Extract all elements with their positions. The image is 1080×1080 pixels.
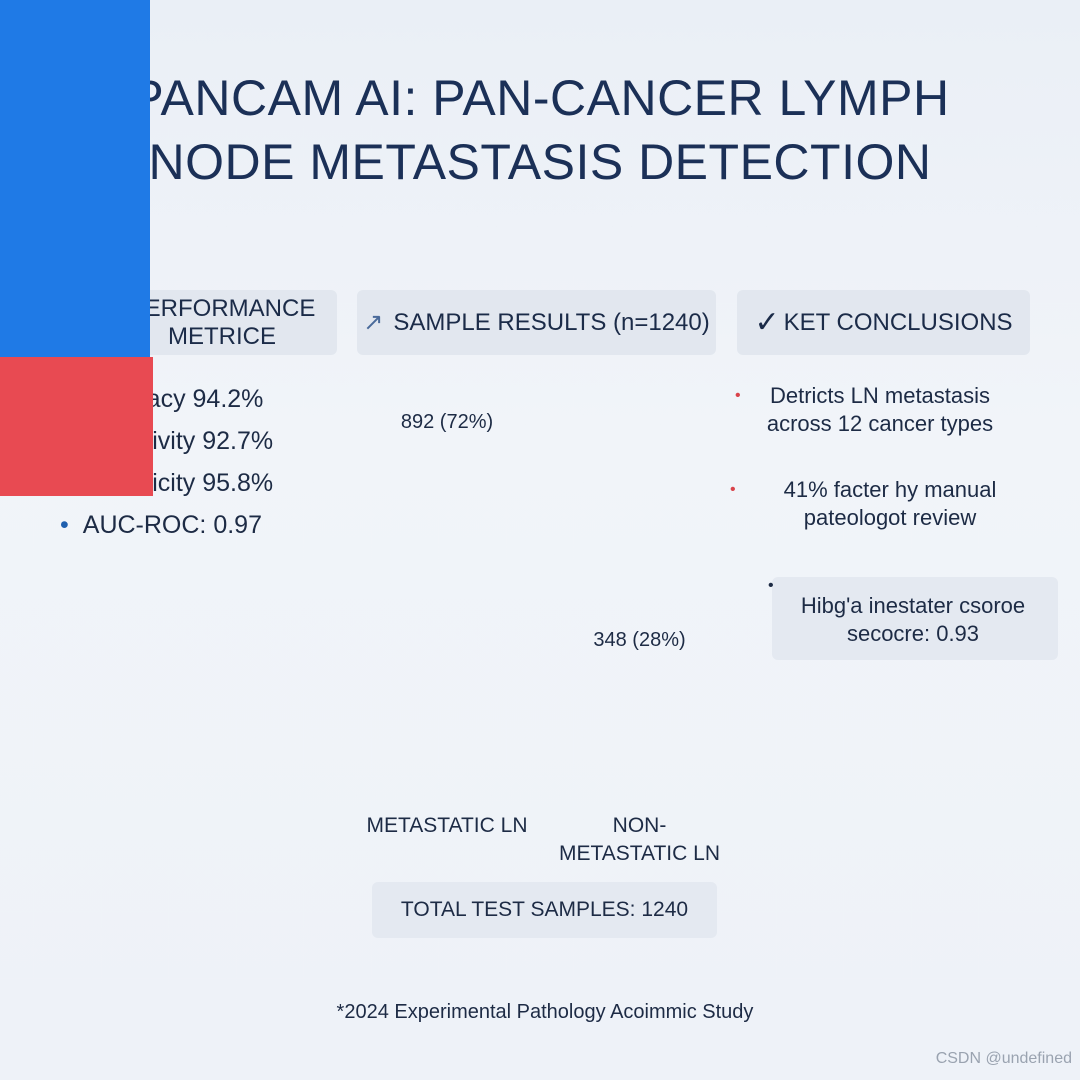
bar — [0, 356, 153, 496]
footer-note: *2024 Experimental Pathology Acoimmic St… — [336, 1001, 754, 1023]
conclusions-header: ✓ KET CONCLUSIONS — [737, 290, 1030, 355]
x-tick-label: NON-METASTATIC LN — [558, 814, 720, 865]
title: PANCAM AI: PAN-CANCER LYMPH NODE METASTA… — [130, 70, 950, 190]
bullet: • — [735, 387, 741, 404]
metrics-title: PERFORMANCE METRICE — [128, 294, 316, 350]
conclusions-title: KET CONCLUSIONS — [783, 308, 1013, 336]
total-samples: TOTAL TEST SAMPLES: 1240 — [372, 882, 717, 938]
x-tick-label: METASTATIC LN — [366, 814, 528, 837]
watermark: CSDN @undefined — [935, 1050, 1072, 1067]
value-label: 892 (72%) — [400, 411, 494, 434]
value-label: 348 (28%) — [593, 628, 686, 651]
metric-item: AUC-ROC: 0.97 — [60, 504, 273, 546]
chart-title: SAMPLE RESULTS (n=1240) — [393, 308, 710, 336]
bullet: • — [768, 577, 774, 594]
conclusion-item: Hibg'a inestater csoroe secocre: 0.93 — [800, 593, 1026, 646]
bar — [0, 0, 150, 357]
chart-header: ↗ SAMPLE RESULTS (n=1240) — [357, 290, 716, 355]
highlight-box — [772, 577, 1058, 660]
conclusion-item: 41% facter hy manual pateologot review — [783, 477, 997, 530]
chart: 892 (72%) METASTATIC LN 348 (28%) NON-METAS… — [0, 0, 720, 865]
bullet: • — [730, 481, 736, 498]
conclusion-item: Detricts LN metastasis across 12 cancer … — [766, 383, 994, 436]
